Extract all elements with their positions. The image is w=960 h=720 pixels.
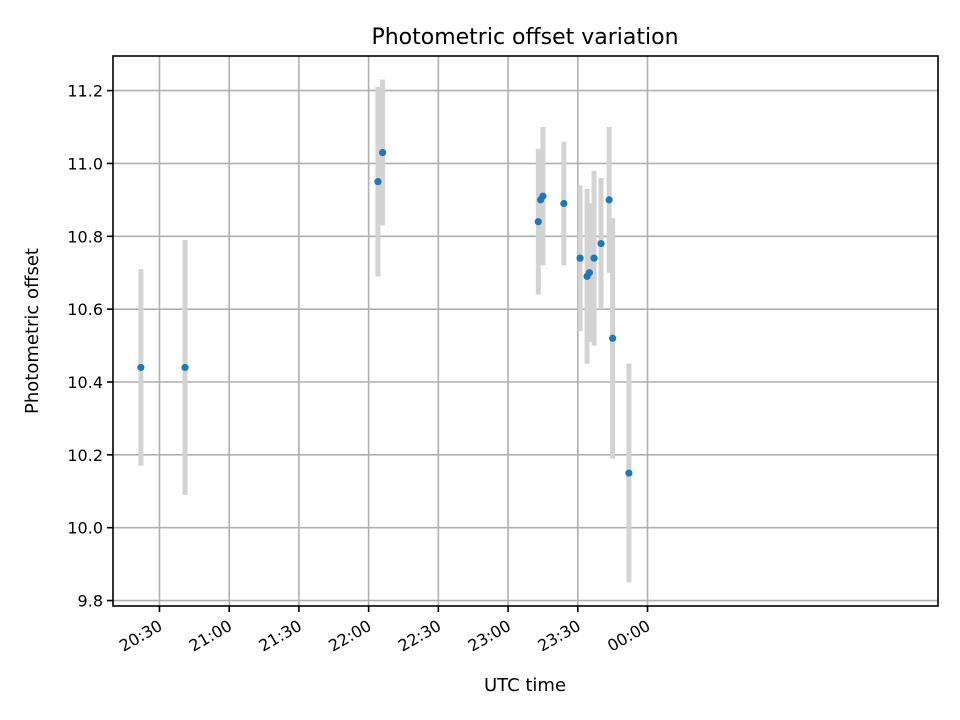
data-point (609, 334, 617, 342)
data-point (560, 199, 568, 208)
y-tick-label: 11.2 (67, 82, 103, 101)
data-point (539, 192, 547, 200)
x-axis-label: UTC time (484, 675, 566, 696)
y-tick-label: 10.8 (67, 227, 103, 246)
data-point (605, 196, 613, 204)
data-point (585, 269, 594, 277)
x-tick-label: 23:30 (534, 616, 583, 656)
x-tick-label: 22:30 (395, 616, 444, 656)
data-point (590, 254, 598, 262)
tick-mark-layer (107, 89, 649, 612)
data-point (576, 254, 584, 262)
data-point (625, 469, 633, 477)
grid-layer (113, 56, 938, 606)
data-point (137, 363, 145, 372)
data-point (374, 178, 382, 186)
x-tick-label: 00:00 (604, 616, 653, 656)
data-point (378, 148, 387, 157)
plot-frame (112, 55, 939, 607)
y-tick-label: 10.2 (67, 446, 103, 465)
chart-title: Photometric offset variation (371, 25, 678, 50)
point-layer (137, 148, 633, 477)
data-point (597, 239, 605, 248)
x-tick-label: 20:30 (116, 616, 165, 656)
x-tick-label: 21:30 (255, 616, 304, 656)
x-tick-label: 21:00 (186, 616, 235, 656)
x-tick-label: 23:00 (465, 616, 514, 656)
y-tick-label: 10.6 (67, 300, 103, 319)
data-point (181, 363, 189, 372)
y-axis-label: Photometric offset (22, 248, 43, 414)
y-tick-label: 9.8 (78, 592, 103, 611)
y-tick-label: 11.0 (67, 154, 103, 173)
x-tick-label: 22:00 (325, 616, 374, 656)
data-point (534, 218, 542, 226)
y-tick-label: 10.4 (67, 373, 103, 392)
y-tick-label: 10.0 (67, 519, 103, 538)
